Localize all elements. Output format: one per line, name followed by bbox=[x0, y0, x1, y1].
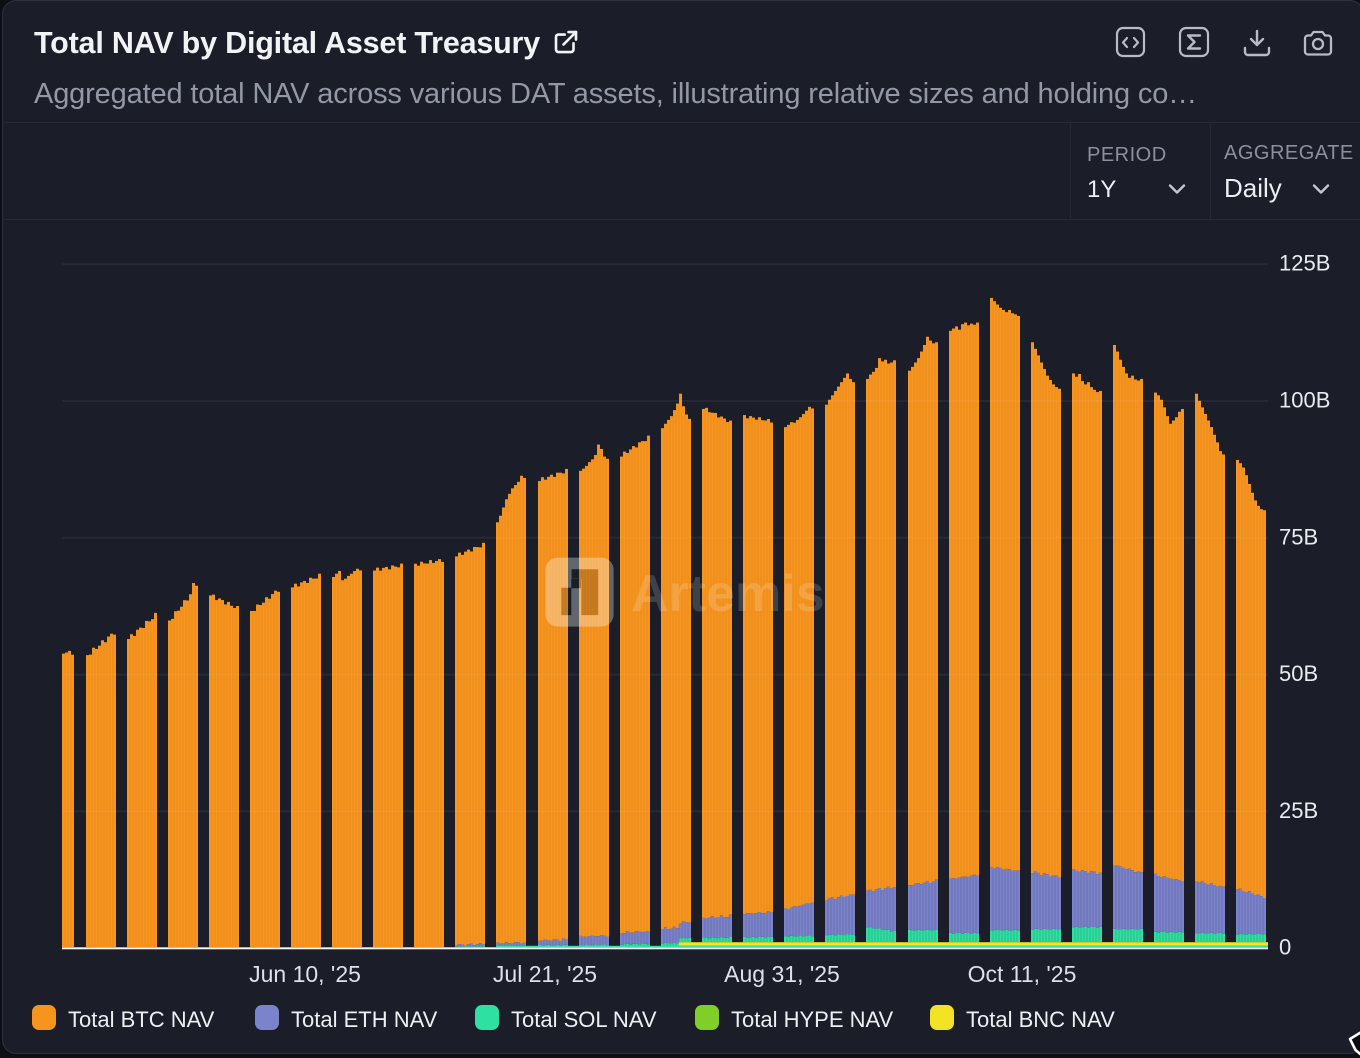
svg-text:Artemis: Artemis bbox=[631, 565, 825, 623]
svg-text:Aug 31, '25: Aug 31, '25 bbox=[724, 961, 840, 987]
svg-text:0: 0 bbox=[1279, 935, 1291, 960]
svg-text:25B: 25B bbox=[1279, 798, 1318, 823]
svg-text:125B: 125B bbox=[1279, 251, 1330, 276]
svg-text:Jun 10, '25: Jun 10, '25 bbox=[249, 961, 361, 987]
svg-text:100B: 100B bbox=[1279, 388, 1330, 413]
svg-text:50B: 50B bbox=[1279, 661, 1318, 686]
svg-text:Jul 21, '25: Jul 21, '25 bbox=[493, 961, 597, 987]
svg-text:75B: 75B bbox=[1279, 524, 1318, 549]
svg-text:Oct 11, '25: Oct 11, '25 bbox=[968, 961, 1077, 987]
